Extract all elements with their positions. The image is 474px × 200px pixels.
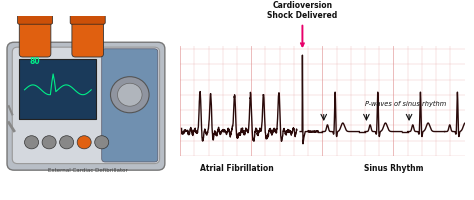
Text: 80: 80 (30, 57, 40, 66)
Circle shape (42, 136, 56, 149)
Circle shape (25, 136, 38, 149)
Circle shape (95, 136, 109, 149)
Text: P-waves of sinus rhythm: P-waves of sinus rhythm (365, 101, 446, 107)
Circle shape (60, 136, 73, 149)
Text: Sinus Rhythm: Sinus Rhythm (364, 164, 423, 173)
Text: Atrial Fibrillation: Atrial Fibrillation (200, 164, 274, 173)
FancyBboxPatch shape (70, 8, 105, 24)
Circle shape (77, 136, 91, 149)
FancyBboxPatch shape (7, 42, 165, 170)
FancyBboxPatch shape (19, 14, 51, 57)
Text: Cardioversion
Shock Delivered: Cardioversion Shock Delivered (267, 1, 337, 46)
Text: External Cardiac Defibrillator: External Cardiac Defibrillator (48, 168, 128, 173)
Circle shape (118, 83, 142, 106)
FancyBboxPatch shape (12, 47, 160, 164)
FancyBboxPatch shape (72, 14, 103, 57)
Circle shape (110, 77, 149, 113)
FancyBboxPatch shape (18, 8, 53, 24)
FancyBboxPatch shape (19, 59, 97, 119)
FancyBboxPatch shape (102, 49, 158, 162)
